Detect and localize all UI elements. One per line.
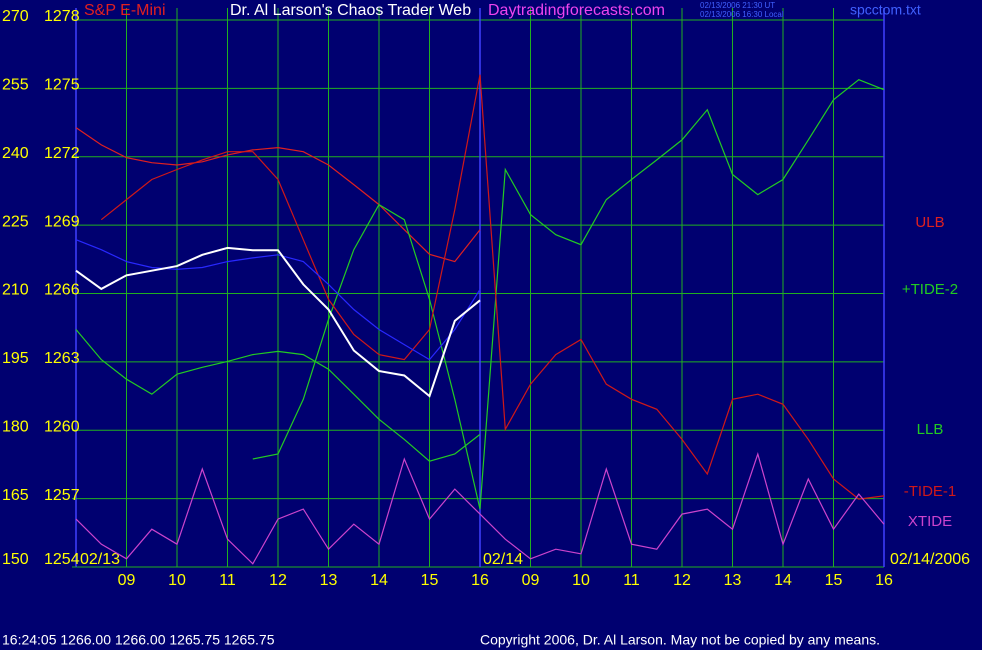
y2-tick-label: 1278 [44, 8, 80, 25]
x-tick-label: 15 [825, 572, 843, 589]
y2-tick-label: 1254 [44, 551, 80, 568]
y2-tick-label: 1260 [44, 418, 80, 435]
x-tick-label: 13 [724, 572, 742, 589]
subtitle: S&P E-Mini [84, 2, 166, 19]
x-tick-label: 14 [370, 572, 388, 589]
series-line [75, 239, 481, 361]
x-tick-label: 12 [673, 572, 691, 589]
y-tick-label: 255 [2, 77, 29, 94]
x-tick-label: 10 [572, 572, 590, 589]
y-tick-label: 150 [2, 551, 29, 568]
series-line [252, 79, 885, 510]
x-tick-label: 16 [471, 572, 489, 589]
y2-tick-label: 1263 [44, 350, 80, 367]
series-line [100, 74, 885, 500]
series-line [75, 246, 481, 398]
legend-label: XTIDE [908, 513, 952, 530]
legend-label: LLB [917, 421, 944, 438]
legend-label: +TIDE-2 [902, 281, 958, 298]
date-label: 02/14/2006 [890, 551, 970, 568]
legend-label: ULB [915, 214, 944, 231]
x-tick-label: 16 [875, 572, 893, 589]
y2-tick-label: 1269 [44, 213, 80, 230]
copyright: Copyright 2006, Dr. Al Larson. May not b… [480, 632, 880, 648]
x-tick-label: 12 [269, 572, 287, 589]
timestamp: 02/13/2006 16:30 Local [700, 10, 784, 19]
y-tick-label: 195 [2, 350, 29, 367]
x-tick-label: 11 [219, 572, 236, 589]
y-tick-label: 225 [2, 213, 29, 230]
x-tick-label: 09 [522, 572, 540, 589]
y2-tick-label: 1275 [44, 77, 80, 94]
x-tick-label: 13 [320, 572, 338, 589]
y-tick-label: 210 [2, 282, 29, 299]
y-tick-label: 240 [2, 145, 29, 162]
legend-label: -TIDE-1 [904, 483, 957, 500]
series-line [75, 329, 481, 462]
file-name: spcctom.txt [850, 2, 921, 18]
x-tick-label: 11 [623, 572, 640, 589]
y-tick-label: 165 [2, 487, 29, 504]
date-label: 02/14 [483, 551, 523, 568]
y-tick-label: 180 [2, 418, 29, 435]
series-line [75, 127, 481, 263]
y2-tick-label: 1257 [44, 487, 80, 504]
x-tick-label: 09 [118, 572, 136, 589]
date-label: 02/13 [80, 551, 120, 568]
y-tick-label: 270 [2, 8, 29, 25]
website: Daytradingforecasts.com [488, 2, 665, 19]
timestamp: 02/13/2006 21:30 UT [700, 1, 775, 10]
chart-title: Dr. Al Larson's Chaos Trader Web [230, 2, 471, 19]
y2-tick-label: 1266 [44, 282, 80, 299]
series-line [75, 451, 885, 565]
y2-tick-label: 1272 [44, 145, 80, 162]
x-tick-label: 15 [421, 572, 439, 589]
x-tick-label: 10 [168, 572, 186, 589]
status-line: 16:24:05 1266.00 1266.00 1265.75 1265.75 [2, 632, 275, 648]
x-tick-label: 14 [774, 572, 792, 589]
